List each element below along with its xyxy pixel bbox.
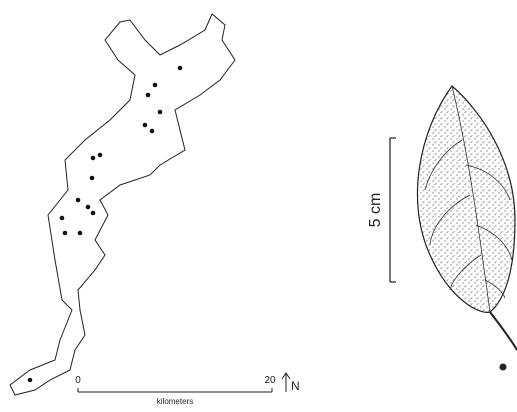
specimen-dot xyxy=(500,364,507,371)
region-outline xyxy=(10,14,235,395)
leaf-scale-label: 5 cm xyxy=(367,193,384,228)
petiole xyxy=(490,312,517,350)
scale-start: 0 xyxy=(75,375,81,386)
leaf-scale-bar xyxy=(390,138,396,282)
page: 0 20 kilometers N 5 cm (() => { const da… xyxy=(0,0,517,407)
north-arrow xyxy=(282,373,290,392)
leaf-blade xyxy=(417,86,515,312)
scale-end: 20 xyxy=(264,375,276,386)
scale-unit: kilometers xyxy=(157,397,193,406)
figure: 0 20 kilometers N 5 cm xyxy=(0,0,517,407)
leaf-figure: 5 cm xyxy=(367,86,517,371)
site-points xyxy=(28,66,183,383)
north-label: N xyxy=(291,379,300,393)
scale-bar xyxy=(78,388,272,392)
map: 0 20 kilometers N xyxy=(10,14,300,406)
